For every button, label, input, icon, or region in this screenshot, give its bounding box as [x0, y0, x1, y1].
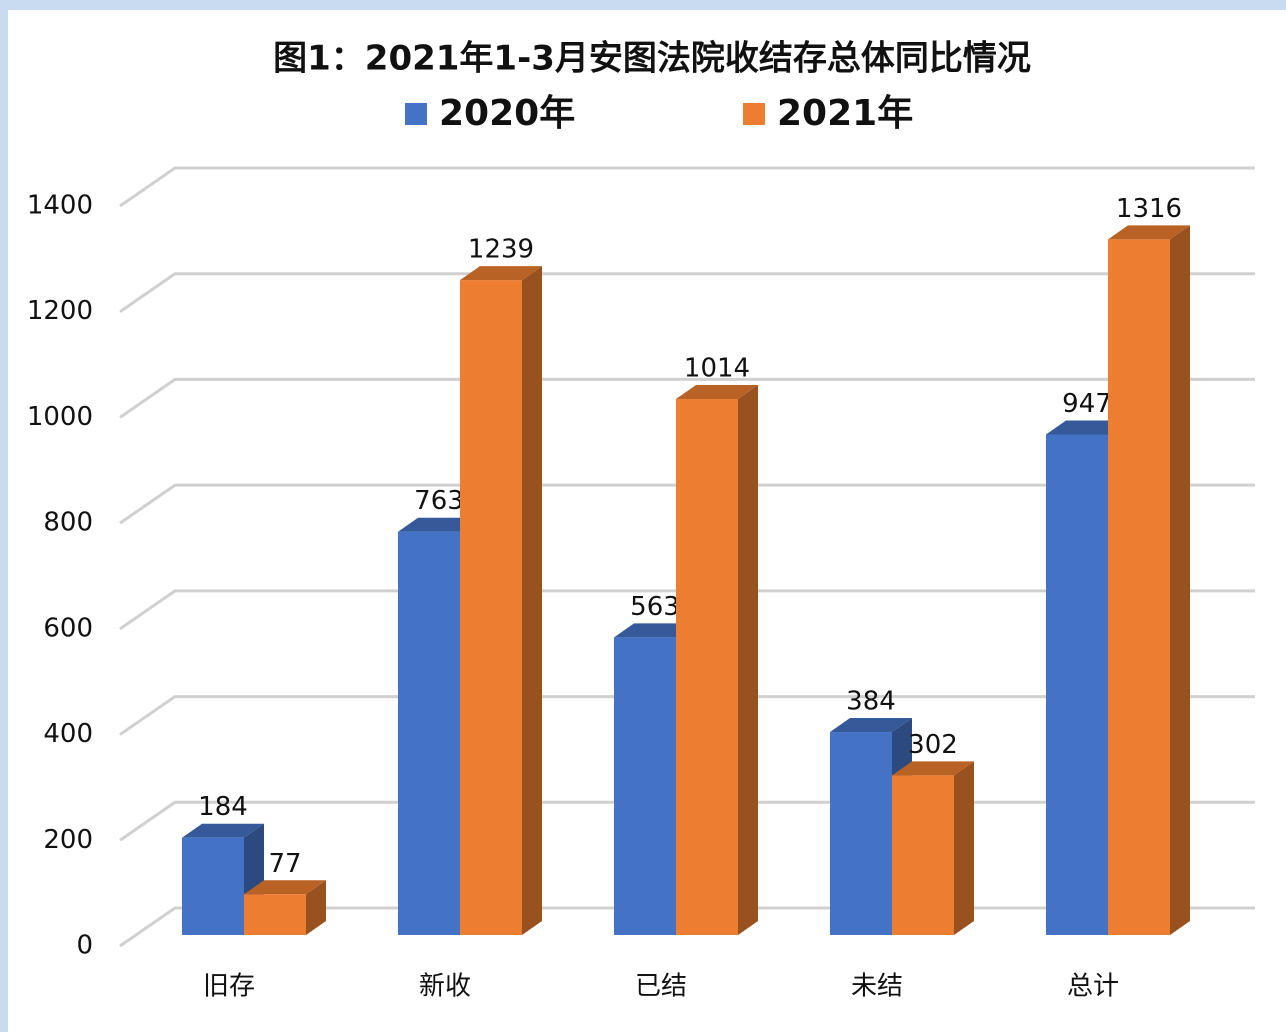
grid-line [119, 589, 1255, 631]
bar-top [676, 385, 758, 400]
bar [244, 880, 326, 935]
bar [892, 761, 974, 935]
data-label: 1316 [1116, 194, 1182, 224]
y-tick-label: 600 [43, 613, 93, 643]
bar-front [830, 732, 892, 935]
data-label: 1014 [684, 354, 750, 384]
x-tick-label: 新收 [419, 972, 471, 1002]
bar-top [244, 880, 326, 895]
data-label: 563 [630, 592, 680, 622]
bar-front [244, 894, 306, 935]
bar-side [954, 761, 974, 935]
data-label: 302 [908, 730, 958, 760]
bar [676, 385, 758, 935]
grid-line [119, 272, 1255, 313]
bar-front [892, 775, 954, 935]
y-tick-label: 0 [76, 931, 93, 961]
bar-front [182, 837, 244, 935]
bar-top [614, 623, 696, 638]
bar-front [614, 637, 676, 935]
y-tick-label: 200 [43, 825, 93, 855]
bar-top [1108, 225, 1190, 240]
bar-top [460, 266, 542, 281]
bar [1108, 225, 1190, 935]
bar-top [830, 718, 912, 733]
x-tick-label: 未结 [851, 972, 903, 1002]
bar-side [522, 266, 542, 936]
x-tick-label: 旧存 [203, 972, 255, 1002]
x-tick-label: 总计 [1067, 972, 1119, 1002]
y-tick-label: 1400 [27, 191, 93, 221]
bar-top [182, 823, 264, 838]
grid-line [119, 483, 1255, 525]
chart-title: 图1：2021年1-3月安图法院收结存总体同比情况 [273, 39, 1031, 79]
data-label: 947 [1062, 389, 1112, 419]
data-label: 1239 [468, 235, 534, 265]
data-label: 77 [268, 849, 301, 879]
grid-line [119, 695, 1255, 736]
data-label: 763 [414, 486, 464, 516]
grid-line [119, 377, 1255, 419]
bar-top [1046, 420, 1128, 435]
bar-side [1170, 225, 1190, 935]
legend-swatch [743, 103, 765, 125]
bar-side [306, 880, 326, 935]
bar-top [892, 761, 974, 776]
y-tick-label: 400 [43, 719, 93, 749]
grid-line [119, 166, 1255, 208]
bar-front [1046, 434, 1108, 935]
bar-top [398, 517, 480, 532]
legend-swatch [405, 103, 427, 125]
bar-side [738, 385, 758, 935]
y-tick-label: 1000 [27, 402, 93, 432]
bar [460, 266, 542, 936]
bar-front [460, 280, 522, 936]
data-label: 384 [846, 687, 896, 717]
legend-label: 2020年 [439, 93, 575, 134]
y-tick-label: 800 [43, 508, 93, 538]
data-label: 184 [198, 792, 248, 822]
y-tick-label: 1200 [27, 296, 93, 326]
bar-front [1108, 239, 1170, 935]
bar-front [676, 399, 738, 935]
bar-front [398, 531, 460, 935]
legend-label: 2021年 [777, 93, 913, 134]
x-tick-label: 已结 [635, 972, 687, 1002]
